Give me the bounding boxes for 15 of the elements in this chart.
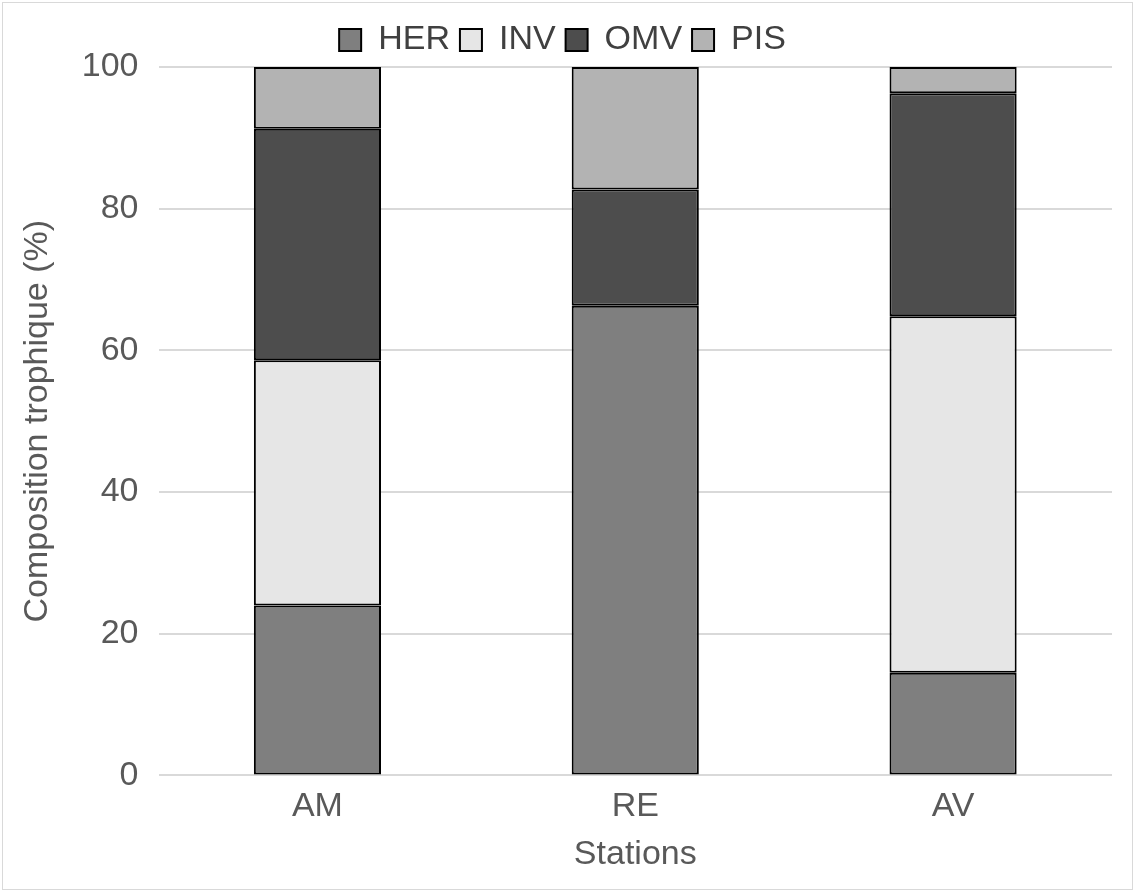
x-tick-label: RE xyxy=(611,785,659,824)
legend-label: INV xyxy=(498,18,556,57)
y-tick-label: 0 xyxy=(119,753,139,792)
legend-label: HER xyxy=(378,18,450,57)
x-axis-title: Stations xyxy=(573,832,697,871)
y-tick-label: 100 xyxy=(81,45,139,84)
y-tick-label: 80 xyxy=(100,187,139,226)
y-tick-label: 20 xyxy=(100,612,139,651)
y-axis-title: Composition trophique (%) xyxy=(15,219,54,623)
y-tick-label: 60 xyxy=(100,328,139,367)
y-tick-label: 40 xyxy=(100,470,139,509)
legend-label: PIS xyxy=(731,18,786,57)
x-tick-label: AV xyxy=(931,785,975,824)
x-tick-label: AM xyxy=(291,785,343,824)
legend-label: OMV xyxy=(604,18,683,57)
